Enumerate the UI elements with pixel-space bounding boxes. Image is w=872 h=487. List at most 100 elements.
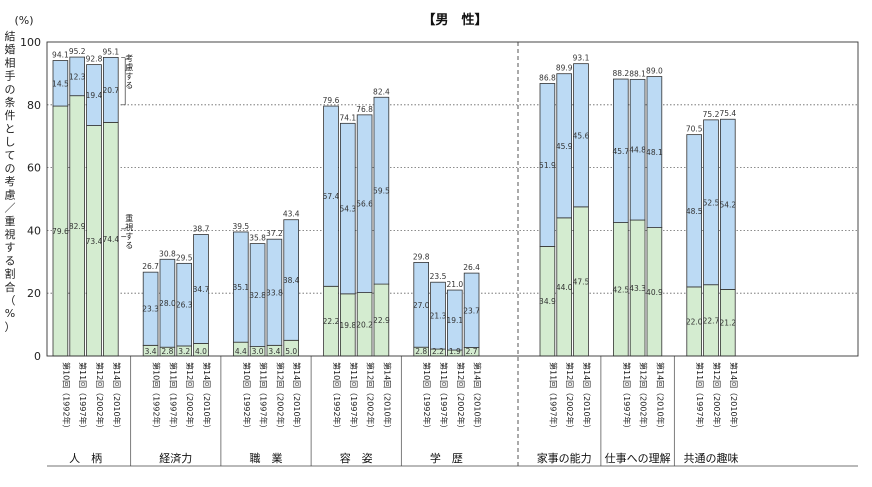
annotation-char: る: [125, 241, 133, 250]
data-label-emphasis: 4.4: [235, 347, 247, 356]
data-label-emphasis: 44.0: [556, 283, 573, 292]
x-tick-text: 第12回（2002年）: [275, 362, 285, 433]
x-tick-label: 第10回（1992年）: [422, 362, 432, 433]
y-axis-label-char: の: [5, 83, 16, 96]
data-label-emphasis: 40.9: [646, 288, 663, 297]
y-axis-label-char: 合: [5, 280, 16, 294]
data-label-emphasis: 20.2: [356, 320, 373, 329]
bar-consider: [142, 271, 159, 346]
bar-consider: [629, 78, 646, 221]
x-tick-text: 第11回（1997年）: [439, 362, 449, 433]
x-tick-text: 第12回（2002年）: [639, 362, 649, 433]
y-axis-label-char: 婚: [5, 42, 16, 56]
bar-consider: [249, 243, 266, 347]
data-label-total: 37.2: [266, 229, 283, 238]
y-axis-unit: (%): [14, 14, 33, 27]
data-label-consider: 56.6: [356, 200, 373, 209]
data-label-consider: 59.5: [373, 187, 390, 196]
data-label-consider: 14.5: [52, 79, 69, 88]
data-label-consider: 23.7: [463, 306, 480, 315]
data-label-total: 39.5: [232, 222, 249, 231]
plot-border: [46, 41, 859, 357]
x-tick-label: 第11回（1997年）: [78, 362, 88, 433]
data-label-consider: 44.8: [629, 146, 646, 155]
data-label-total: 89.0: [646, 67, 663, 76]
x-tick-text: 第11回（1997年）: [349, 362, 359, 433]
y-axis-label-char: 手: [5, 69, 16, 83]
x-tick-text: 第14回（2010年）: [655, 362, 665, 433]
data-label-emphasis: 79.6: [52, 227, 69, 236]
x-tick-label: 第12回（2002年）: [456, 362, 466, 433]
y-axis-label-char: 結: [5, 29, 16, 43]
x-tick-label: 第14回（2010年）: [202, 362, 212, 433]
annotation-char: す: [125, 72, 133, 81]
bar-consider: [266, 238, 283, 346]
x-tick-label: 第12回（2002年）: [639, 362, 649, 433]
data-label-emphasis: 74.4: [102, 235, 119, 244]
x-tick-label: 第11回（1997年）: [622, 362, 632, 433]
data-label-total: 43.4: [283, 210, 300, 219]
y-axis-label-char: 考: [5, 175, 16, 188]
x-tick-text: 第14回（2010年）: [292, 362, 302, 433]
annotation-bracket: [121, 57, 126, 106]
data-label-emphasis: 22.7: [703, 316, 720, 325]
y-axis-label-char: 件: [5, 109, 16, 122]
x-tick-text: 第11回（1997年）: [695, 362, 705, 433]
x-tick-label: 第10回（1992年）: [332, 362, 342, 433]
data-label-emphasis: 43.3: [629, 284, 646, 293]
data-label-consider: 19.1: [446, 316, 463, 325]
data-label-total: 23.5: [430, 272, 447, 281]
y-axis-label-char: 条: [5, 95, 16, 109]
x-tick-label: 第12回（2002年）: [712, 362, 722, 433]
x-tick-label: 第11回（1997年）: [548, 362, 558, 433]
data-label-consider: 45.7: [612, 147, 629, 156]
bar-consider: [232, 231, 249, 343]
bar-consider: [86, 64, 102, 126]
data-label-emphasis: 42.5: [612, 285, 629, 294]
data-label-emphasis: 3.2: [178, 347, 190, 356]
x-tick-text: 第12回（2002年）: [456, 362, 466, 433]
y-tick-label: 40: [27, 224, 41, 237]
group-label: 仕事への理解: [605, 451, 671, 465]
data-label-total: 38.7: [193, 224, 210, 233]
group-label: 共通の趣味: [684, 451, 739, 465]
annotation-char: 重: [125, 213, 133, 223]
data-label-emphasis: 19.8: [339, 321, 356, 330]
x-tick-text: 第11回（1997年）: [259, 362, 269, 433]
x-tick-text: 第12回（2002年）: [712, 362, 722, 433]
data-label-emphasis: 21.2: [719, 319, 736, 328]
x-tick-text: 第14回（2010年）: [582, 362, 592, 433]
x-tick-text: 第14回（2010年）: [729, 362, 739, 433]
bar-labels: 79.6 14.5 94.1 82.9 12.3 95.2 73.4 19.4 92.8 74.4…: [52, 47, 736, 356]
y-axis-label-char: 慮: [5, 187, 16, 201]
y-axis-label-char: て: [5, 149, 16, 162]
data-label-emphasis: 1.9: [449, 347, 461, 356]
bar-consider: [430, 281, 446, 350]
data-label-total: 26.7: [142, 262, 159, 271]
bar-consider: [103, 56, 119, 123]
x-tick-label: 第14回（2010年）: [382, 362, 392, 433]
bar-consider: [556, 73, 572, 219]
data-label-emphasis: 34.9: [539, 297, 556, 306]
x-tick-label: 第10回（1992年）: [242, 362, 252, 433]
bar-consider: [413, 262, 429, 348]
annotation-char: る: [125, 81, 133, 90]
data-label-consider: 20.7: [102, 86, 119, 95]
data-label-consider: 45.9: [556, 142, 573, 151]
bar-consider: [339, 122, 356, 295]
x-tick-text: 第12回（2002年）: [565, 362, 575, 433]
data-label-emphasis: 3.4: [268, 347, 280, 356]
x-tick-text: 第11回（1997年）: [548, 362, 558, 433]
data-label-total: 75.4: [719, 109, 736, 118]
y-axis-label-char: 割: [5, 267, 16, 281]
data-label-consider: 33.8: [266, 288, 283, 297]
annotation-char: す: [125, 232, 133, 241]
bar-consider: [446, 289, 463, 351]
y-axis-label-char: ／: [5, 202, 16, 215]
data-label-consider: 45.6: [573, 131, 590, 140]
data-label-emphasis: 5.0: [285, 347, 297, 356]
data-label-consider: 54.2: [719, 200, 736, 209]
